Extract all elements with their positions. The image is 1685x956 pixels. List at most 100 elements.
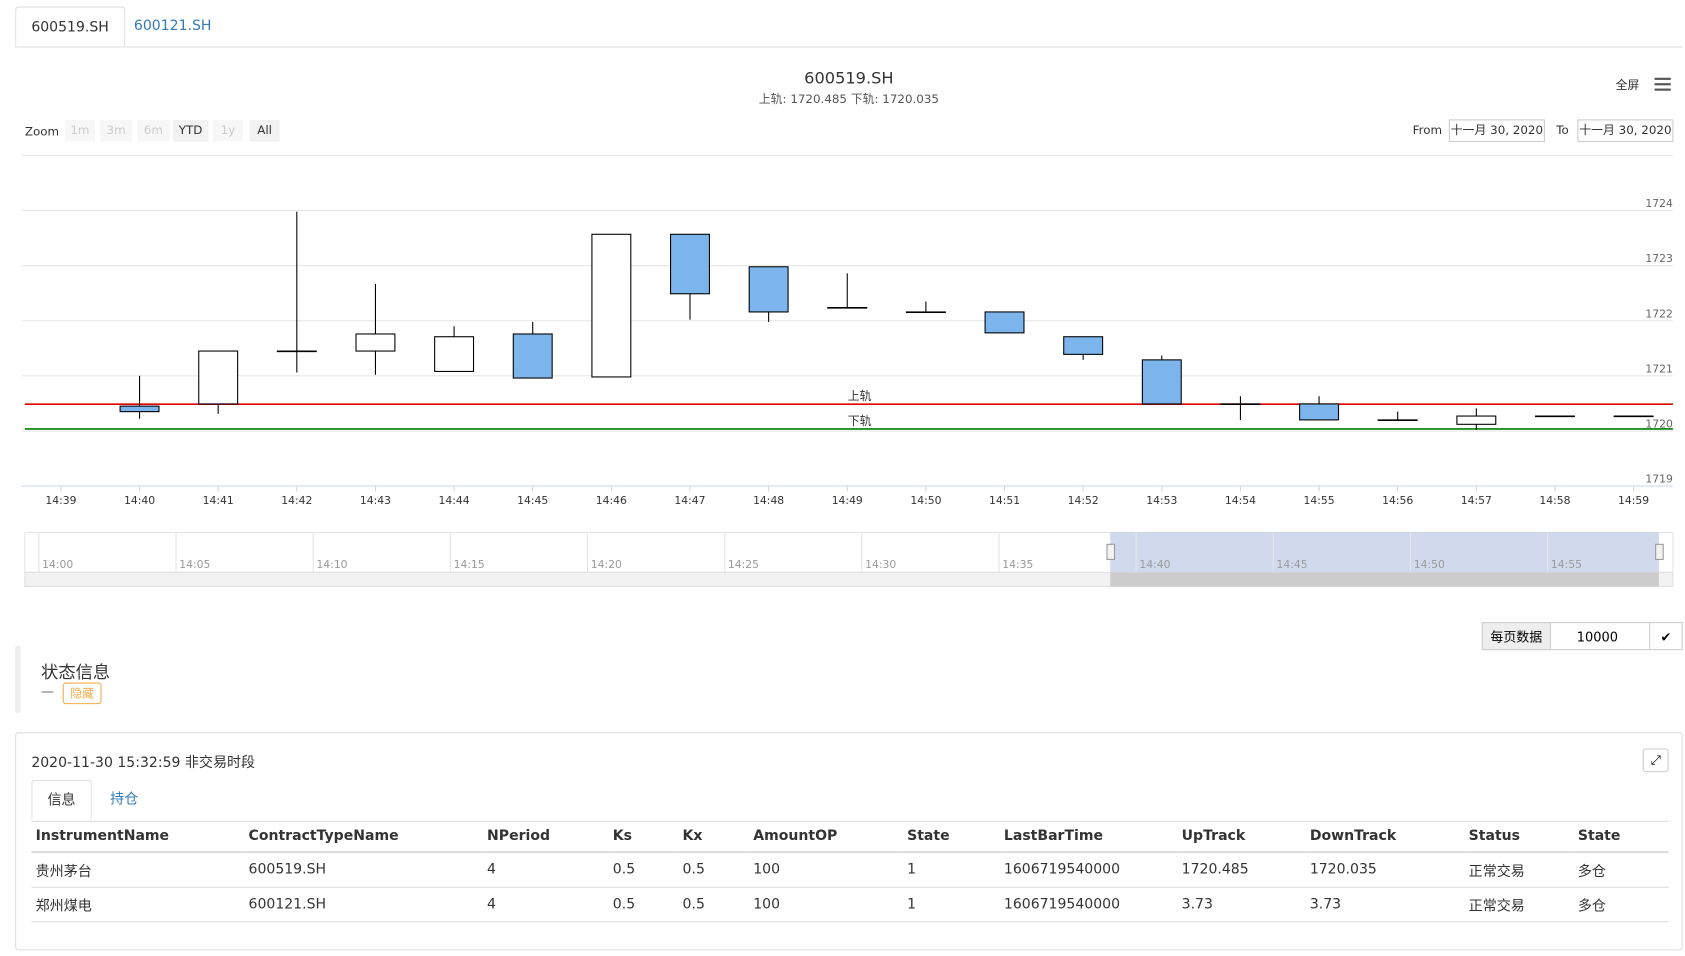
tab[interactable]: 600121.SH — [133, 18, 212, 35]
pager-input[interactable]: 10000 — [1550, 622, 1651, 651]
navigator-label: 14:15 — [454, 558, 485, 571]
chart-subtitle: 上轨: 1720.485 下轨: 1720.035 — [759, 92, 939, 106]
zoom-button[interactable]: YTD — [178, 123, 203, 137]
dash: — — [41, 683, 55, 699]
candle-body — [1063, 336, 1104, 355]
hide-button[interactable]: 隐藏 — [62, 682, 102, 705]
table-header: State — [1577, 828, 1621, 845]
candle-body — [355, 333, 396, 352]
x-tick-label: 14:46 — [596, 494, 627, 507]
inner-tab[interactable]: 持仓 — [110, 791, 139, 808]
candle-body — [119, 405, 160, 413]
zoom-button[interactable]: 6m — [144, 123, 163, 137]
navigator-handle[interactable] — [1106, 543, 1116, 560]
navigator — [24, 531, 1674, 573]
table-header: AmountOP — [753, 828, 838, 845]
tab-bar-line — [15, 46, 1683, 48]
candle-body — [1613, 415, 1654, 418]
candle-body — [512, 333, 553, 379]
x-tick-label: 14:59 — [1618, 494, 1649, 507]
y-tick-label: 1724 — [1645, 197, 1673, 210]
tab[interactable]: 600519.SH — [15, 6, 126, 47]
table-header: LastBarTime — [1003, 828, 1104, 845]
x-tick-label: 14:39 — [45, 494, 76, 507]
from-date: 十一月 30, 2020 — [1451, 123, 1543, 137]
zoom-button-bg — [212, 119, 244, 142]
x-tick-label: 14:44 — [439, 494, 470, 507]
navigator-label: 14:45 — [1277, 558, 1308, 571]
candle-body — [1299, 403, 1340, 421]
y-tick-label: 1720 — [1645, 417, 1673, 430]
zoom-button[interactable]: 1m — [70, 123, 89, 137]
x-tick-label: 14:50 — [910, 494, 941, 507]
candle-body — [1220, 403, 1261, 406]
table-cell: 100 — [753, 896, 781, 913]
table-cell: 0.5 — [612, 896, 636, 913]
x-tick-label: 14:41 — [203, 494, 234, 507]
table-cell: 1606719540000 — [1003, 861, 1121, 879]
navigator-label: 14:20 — [591, 558, 622, 571]
table-cell: 1 — [907, 861, 917, 879]
pager-submit[interactable]: ✔ — [1650, 622, 1683, 651]
navigator-selection[interactable] — [1110, 532, 1659, 573]
navigator-label: 14:25 — [728, 558, 759, 571]
y-tick-label: 1721 — [1645, 362, 1672, 375]
table-header: DownTrack — [1309, 828, 1397, 845]
table-header-row: InstrumentName ContractTypeName NPeriod Ks K… — [31, 822, 1669, 853]
x-tick-label: 14:53 — [1146, 494, 1177, 507]
x-tick-label: 14:45 — [517, 494, 548, 507]
menu-icon[interactable] — [1654, 77, 1671, 91]
candle-body — [276, 350, 317, 353]
table-cell: 1606719540000 — [1003, 896, 1121, 913]
table-cell: 4 — [487, 861, 496, 879]
table-cell: 100 — [753, 861, 781, 879]
chart: 600519.SH 上轨: 1720.485 下轨: 1720.035 全屏 Z… — [21, 68, 1674, 587]
inner-tab-line — [31, 820, 1669, 822]
x-tick-label: 14:47 — [674, 494, 705, 507]
zoom-button[interactable]: 1y — [221, 123, 236, 137]
navigator-label: 14:40 — [1139, 558, 1170, 571]
candle-body — [1456, 415, 1497, 425]
candle-body — [670, 233, 710, 295]
table-header: Ks — [612, 828, 633, 845]
zoom-label: Zoom — [25, 124, 59, 138]
to-date: 十一月 30, 2020 — [1579, 123, 1671, 137]
table-cell: 0.5 — [682, 896, 705, 913]
table-header: ContractTypeName — [248, 828, 399, 845]
fullscreen-button[interactable]: 全屏 — [1616, 78, 1640, 92]
panel: 2020-11-30 15:32:59 非交易时段 ⤢ 信息 持仓 Instru… — [15, 732, 1683, 951]
x-tick-label: 14:42 — [281, 494, 312, 507]
to-input[interactable] — [1577, 119, 1674, 143]
scrollbar-thumb[interactable] — [1110, 572, 1659, 587]
zoom-button[interactable]: All — [257, 123, 272, 137]
table-cell: 多仓 — [1577, 898, 1606, 915]
candle-body — [1141, 359, 1182, 405]
table-cell: 郑州煤电 — [35, 898, 92, 915]
pager-label: 每页数据 — [1481, 622, 1551, 651]
x-tick-label: 14:43 — [360, 494, 391, 507]
zoom-button-bg — [172, 119, 209, 142]
table-header: InstrumentName — [35, 828, 170, 845]
table-cell: 600519.SH — [248, 861, 327, 879]
table-row: 郑州煤电 600121.SH 4 0.5 0.5 100 1 1606719540000 3.7… — [31, 887, 1669, 922]
table-header: Status — [1468, 828, 1521, 845]
status-bar — [15, 645, 21, 713]
candle-body — [591, 233, 632, 378]
table-cell: 贵州茅台 — [35, 864, 92, 881]
table-cell: 1720.485 — [1181, 861, 1249, 879]
candle-body — [984, 311, 1025, 334]
status-title: 状态信息 — [41, 662, 111, 683]
table-cell: 正常交易 — [1468, 898, 1525, 915]
table-cell: 1720.035 — [1309, 861, 1377, 879]
navigator-handle[interactable] — [1655, 543, 1664, 560]
x-tick-label: 14:54 — [1225, 494, 1256, 507]
from-input[interactable] — [1448, 119, 1545, 143]
inner-tab[interactable]: 信息 — [31, 779, 92, 820]
table-cell: 3.73 — [1309, 896, 1342, 913]
expand-button[interactable]: ⤢ — [1642, 748, 1669, 773]
zoom-button[interactable]: 3m — [107, 123, 126, 137]
from-label: From — [1413, 123, 1442, 137]
navigator-label: 14:00 — [42, 558, 73, 571]
